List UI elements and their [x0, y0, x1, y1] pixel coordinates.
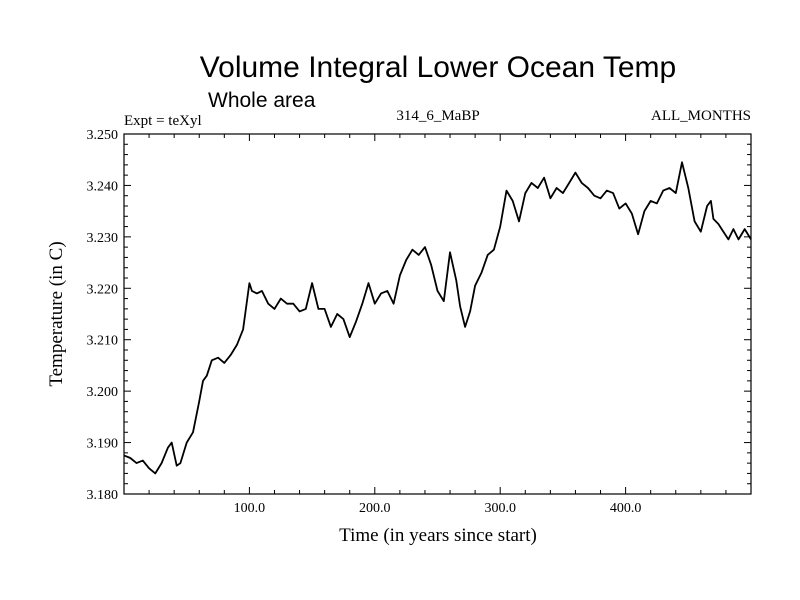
x-axis-ticks: 100.0 200.0 300.0 400.0: [148, 134, 727, 516]
y-axis-label: Temperature (in C): [46, 241, 67, 386]
x-tick-label: 300.0: [484, 501, 516, 516]
period-label: 314_6_MaBP: [396, 108, 479, 124]
x-axis-label: Time (in years since start): [339, 525, 537, 546]
y-tick-label: 3.220: [87, 282, 119, 297]
y-tick-label: 3.240: [87, 179, 119, 194]
experiment-label: Expt = teXyl: [124, 113, 202, 129]
series-layer: [123, 161, 752, 475]
y-tick-label: 3.190: [87, 437, 119, 452]
months-label: ALL_MONTHS: [651, 108, 751, 124]
plot-area-frame: [123, 133, 752, 495]
x-tick-label: 200.0: [359, 501, 391, 516]
y-tick-label: 3.210: [87, 334, 119, 349]
chart-subtitle: Whole area: [208, 89, 316, 112]
chart-title: Volume Integral Lower Ocean Temp: [200, 51, 676, 84]
y-tick-label: 3.180: [87, 488, 119, 503]
y-tick-label: 3.230: [87, 231, 119, 246]
y-tick-label: 3.250: [87, 128, 119, 143]
y-axis-ticks: 3.180 3.190 3.200 3.210 3.220 3.230 3.240 3.250: [87, 128, 751, 503]
x-tick-label: 400.0: [610, 501, 642, 516]
x-tick-label: 100.0: [234, 501, 266, 516]
temperature-series-line: [123, 161, 752, 475]
y-tick-label: 3.200: [87, 385, 119, 400]
